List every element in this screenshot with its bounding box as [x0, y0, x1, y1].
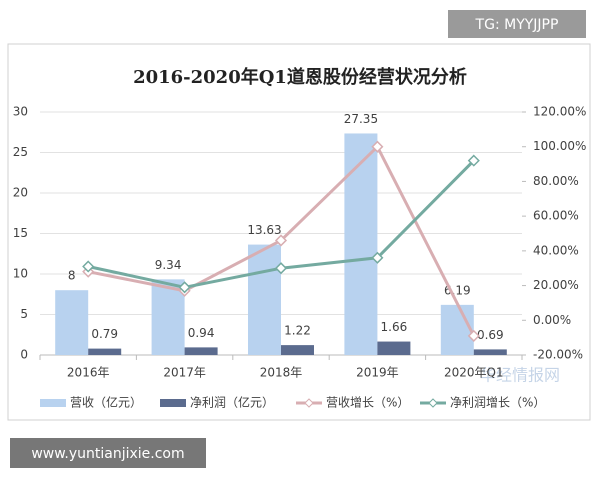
- y-tick-label: 5: [20, 307, 28, 321]
- bar: [344, 133, 378, 355]
- y2-tick-label: 80.00%: [533, 174, 579, 188]
- data-label: 0.69: [477, 328, 504, 342]
- x-tick-label: 2016年: [67, 366, 110, 380]
- data-label: 1.22: [284, 324, 311, 338]
- marker: [467, 154, 480, 167]
- marker: [371, 140, 384, 153]
- marker: [178, 281, 191, 294]
- y-tick-label: 20: [13, 186, 28, 200]
- y-tick-label: 30: [13, 105, 28, 119]
- watermark-box: [10, 438, 206, 468]
- marker: [274, 262, 288, 275]
- x-tick-label: 2020年Q1: [444, 366, 504, 380]
- watermark: TG: MYYJJPP: [475, 17, 559, 33]
- legend-swatch: [40, 399, 66, 407]
- legend-swatch: [160, 399, 186, 407]
- marker: [274, 234, 288, 247]
- watermark: 华经情报网: [480, 366, 560, 385]
- x-tick-label: 2019年: [356, 366, 399, 380]
- chart-title: 2016-2020年Q1道恩股份经营状况分析: [133, 66, 467, 88]
- legend-label: 净利润（亿元）: [190, 395, 274, 410]
- data-label: 0.79: [91, 327, 118, 341]
- x-tick-label: 2017年: [163, 366, 206, 380]
- legend-swatch: [428, 398, 438, 408]
- marker: [467, 329, 480, 342]
- bar: [248, 244, 281, 355]
- legend-label: 净利润增长（%）: [450, 396, 545, 410]
- y2-tick-label: 120.00%: [533, 105, 586, 119]
- bar: [377, 341, 411, 355]
- marker: [82, 260, 95, 273]
- y2-tick-label: 60.00%: [533, 209, 579, 223]
- y2-tick-label: 0.00%: [533, 313, 571, 327]
- y2-tick-label: -20.00%: [533, 348, 583, 362]
- bar: [151, 279, 185, 355]
- x-tick-label: 2018年: [260, 366, 303, 380]
- watermark-box: [448, 10, 586, 38]
- data-label: 13.63: [247, 223, 281, 237]
- data-label: 8: [68, 269, 76, 283]
- watermark: www.yuntianjixie.com: [31, 446, 184, 462]
- y-tick-label: 25: [13, 145, 28, 159]
- bar: [281, 345, 314, 355]
- y-tick-label: 0: [20, 348, 28, 362]
- y2-tick-label: 40.00%: [533, 243, 579, 257]
- y2-tick-label: 20.00%: [533, 278, 579, 292]
- marker: [371, 251, 384, 264]
- data-label: 6.19: [444, 283, 471, 297]
- bar: [88, 348, 122, 355]
- legend-label: 营收增长（%）: [326, 396, 409, 410]
- chart-frame: [7, 43, 591, 421]
- data-label: 27.35: [344, 112, 378, 126]
- legend-label: 营收（亿元）: [70, 395, 142, 410]
- data-label: 9.34: [155, 258, 182, 272]
- y2-tick-label: 100.00%: [533, 139, 586, 153]
- y-tick-label: 10: [13, 267, 28, 281]
- data-label: 1.66: [381, 320, 408, 334]
- y-tick-label: 15: [13, 226, 28, 240]
- bar: [55, 290, 89, 355]
- legend-swatch: [304, 398, 314, 408]
- bar: [473, 349, 507, 355]
- data-label: 0.94: [188, 326, 215, 340]
- bar: [440, 304, 474, 355]
- bar: [184, 347, 218, 355]
